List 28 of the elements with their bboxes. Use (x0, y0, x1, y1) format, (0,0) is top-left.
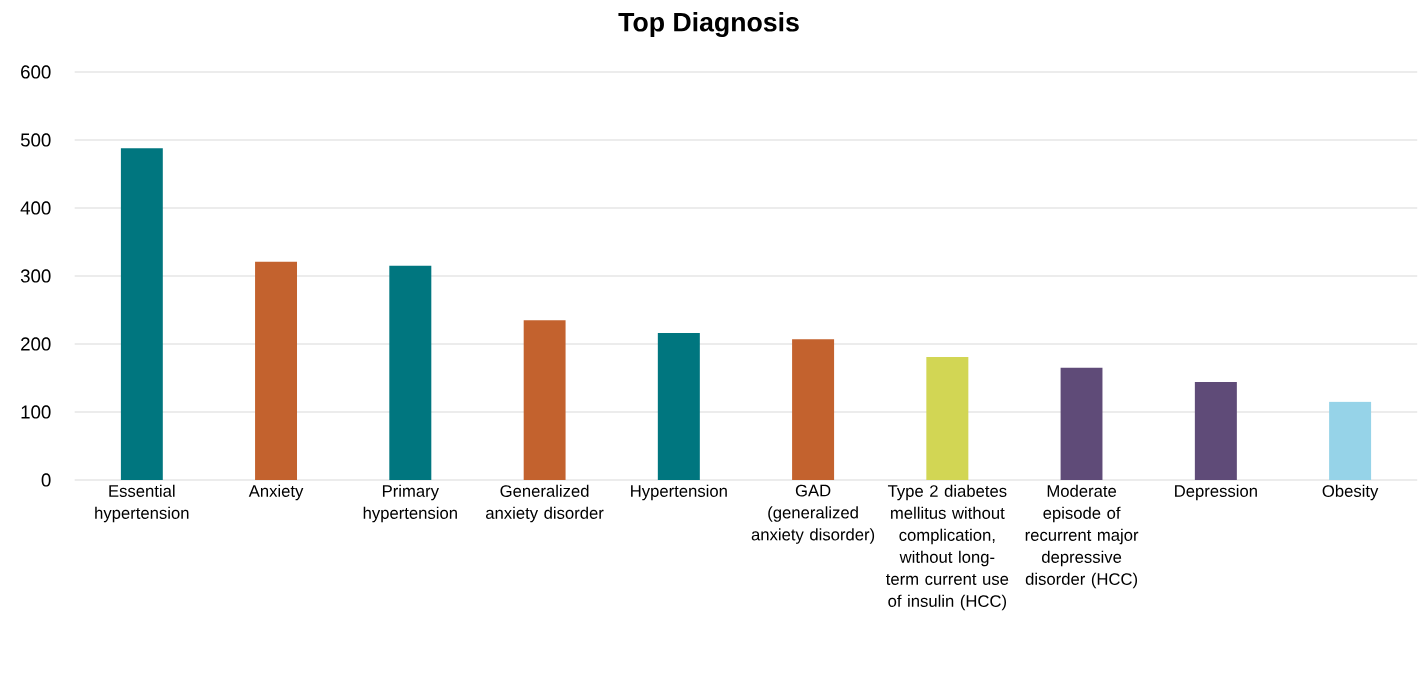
x-tick-label: Hypertension (631, 484, 727, 501)
chart-title: Top Diagnosis (618, 12, 799, 37)
bar (255, 261, 298, 480)
bar (389, 265, 432, 480)
y-tick-label: 200 (21, 337, 51, 351)
bar (926, 356, 969, 480)
x-tick-label: Obesity (1322, 484, 1379, 501)
bar (1194, 382, 1237, 480)
x-tick-label: Essential hypertension (95, 484, 189, 523)
x-tick-label: GAD (generalized anxiety disorder) (751, 484, 875, 544)
bar (523, 320, 566, 480)
x-tick-label: Moderate episode of recurrent major depressive disorder (HCC) (1025, 484, 1139, 589)
y-tick-label: 400 (20, 201, 51, 215)
y-tick-label: 100 (21, 405, 51, 419)
x-tick-label: Type 2 diabetes mellitus without complication, without long-term current use of insulin (HCC) (886, 484, 1009, 611)
y-tick-label: 0 (41, 473, 51, 487)
bar (657, 333, 700, 480)
x-tick-label: Anxiety (248, 484, 304, 501)
x-tick-label: Generalized anxiety disorder (486, 484, 604, 523)
y-tick-label: 300 (20, 269, 51, 283)
x-tick-label: Depression (1175, 484, 1257, 501)
y-tick-label: 500 (20, 133, 51, 147)
y-tick-label: 600 (21, 65, 51, 79)
bar (1329, 401, 1372, 480)
bar (792, 339, 835, 480)
bar (120, 148, 163, 480)
x-tick-label: Primary hypertension (363, 484, 457, 523)
bar (1060, 367, 1103, 480)
